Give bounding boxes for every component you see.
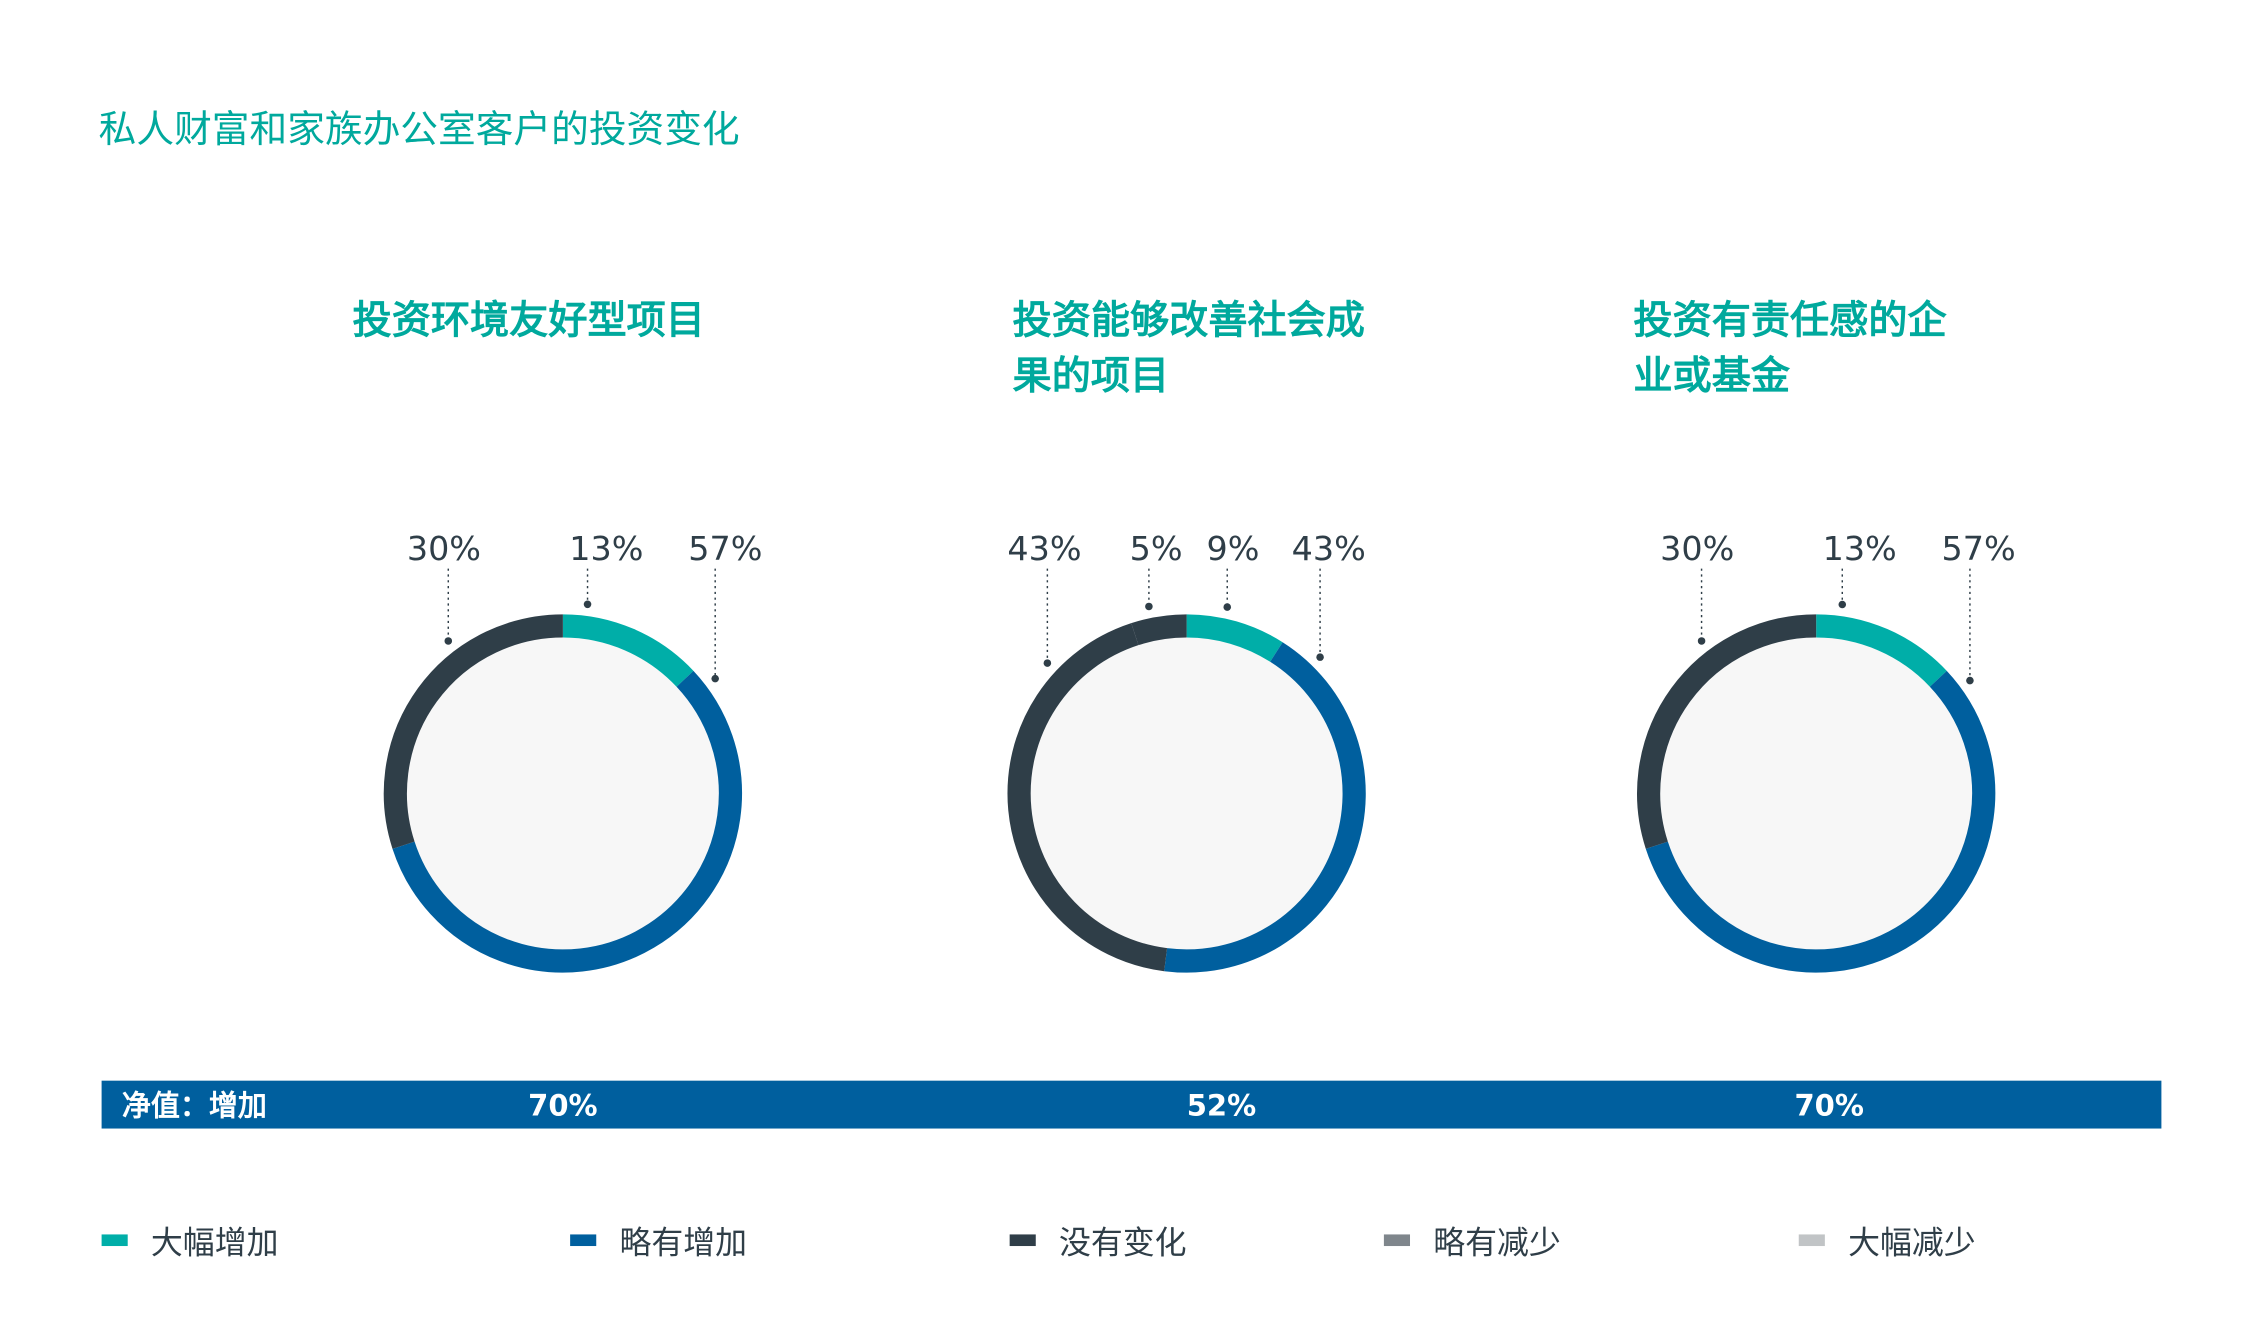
leader-dot	[444, 637, 453, 645]
legend-item: 略有减少	[1383, 1223, 1561, 1261]
leader-dot	[1223, 603, 1232, 611]
legend-swatch	[101, 1234, 128, 1247]
donut-slice	[383, 614, 563, 849]
donut-3: 13% 57% 30%	[1637, 529, 2016, 973]
data-label: 30%	[1660, 529, 1734, 568]
donut-slice	[1007, 623, 1168, 972]
leader-dot	[1966, 676, 1974, 685]
legend-label: 略有增加	[619, 1223, 747, 1261]
net-increase-value-3: 70%	[1795, 1088, 1864, 1122]
leader-dot	[1697, 637, 1706, 645]
legend-label: 大幅增加	[151, 1223, 279, 1261]
donut-slice	[392, 670, 743, 973]
donut-slice	[1645, 670, 1996, 973]
legend-swatch	[1798, 1234, 1825, 1247]
net-increase-value-2: 52%	[1187, 1088, 1256, 1122]
legend-item: 大幅减少	[1798, 1223, 1976, 1261]
legend-item: 大幅增加	[101, 1223, 279, 1261]
data-label: 30%	[407, 529, 481, 568]
legend-swatch	[570, 1234, 597, 1247]
data-label: 9%	[1207, 529, 1260, 568]
donut-center	[1660, 637, 1973, 950]
data-label: 13%	[1823, 529, 1897, 568]
data-label: 5%	[1130, 529, 1183, 568]
data-label: 43%	[1292, 529, 1366, 568]
donut-center	[1030, 637, 1343, 950]
leader-dot	[583, 600, 592, 609]
legend-label: 大幅减少	[1848, 1223, 1976, 1261]
legend-label: 略有减少	[1433, 1223, 1561, 1261]
donut-center	[406, 637, 719, 950]
leader-dot	[1838, 600, 1847, 609]
donut-slice	[1131, 614, 1187, 646]
donut-slice	[1164, 642, 1366, 973]
legend-swatch	[1009, 1234, 1036, 1247]
legend-item: 没有变化	[1009, 1223, 1187, 1261]
leader-dot	[711, 674, 719, 683]
data-label: 43%	[1007, 529, 1081, 568]
donut-slice	[1815, 614, 1947, 687]
leader-dot	[1145, 602, 1153, 611]
donut-slice	[1637, 614, 1817, 849]
donut-slice	[562, 614, 694, 687]
donut-3-title-line2: 业或基金	[1633, 354, 1790, 399]
chart-title: 私人财富和家族办公室客户的投资变化	[99, 107, 740, 151]
legend-item: 略有增加	[570, 1223, 747, 1261]
donut-slice	[1186, 614, 1283, 662]
donut-2: 9% 43% 43% 5%	[1007, 529, 1366, 973]
legend-swatch	[1383, 1234, 1411, 1247]
donut-2-title-line1: 投资能够改善社会成	[1013, 299, 1365, 344]
net-increase-label: 净值：增加	[122, 1088, 267, 1122]
donut-1-title: 投资环境友好型项目	[353, 299, 705, 344]
data-label: 57%	[1942, 529, 2016, 568]
net-increase-bar	[101, 1080, 2162, 1129]
donut-3-title-line1: 投资有责任感的企	[1633, 299, 1947, 344]
legend: 大幅增加 略有增加 没有变化 略有减少 大幅减少	[101, 1223, 1976, 1261]
net-increase-value-1: 70%	[528, 1088, 597, 1122]
data-label: 13%	[569, 529, 643, 568]
donut-1: 13% 57% 30%	[383, 529, 762, 973]
data-label: 57%	[688, 529, 762, 568]
legend-label: 没有变化	[1059, 1223, 1187, 1261]
leader-dot	[1316, 653, 1324, 661]
leader-dot	[1043, 659, 1052, 667]
donut-2-title-line2: 果的项目	[1013, 354, 1170, 399]
